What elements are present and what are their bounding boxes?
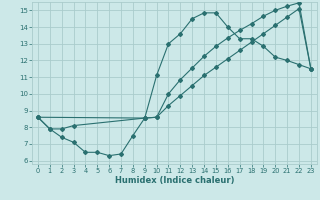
X-axis label: Humidex (Indice chaleur): Humidex (Indice chaleur) xyxy=(115,176,234,185)
